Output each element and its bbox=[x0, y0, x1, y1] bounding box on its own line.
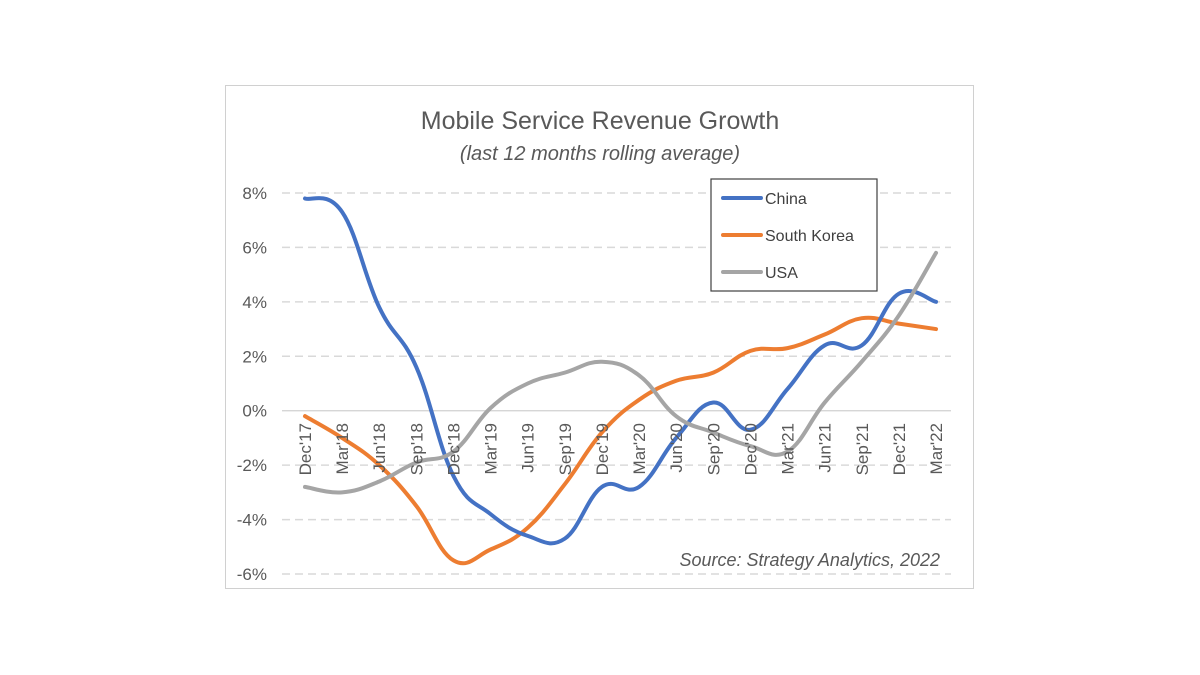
x-tick-label: Sep'18 bbox=[407, 423, 426, 475]
x-tick-label: Jun'19 bbox=[519, 423, 538, 473]
legend: China South Korea USA bbox=[710, 178, 878, 292]
series-line-china bbox=[303, 196, 938, 546]
x-tick-label: Jun'18 bbox=[370, 423, 389, 473]
y-tick-label: -2% bbox=[237, 456, 267, 475]
x-tick-label: Sep'21 bbox=[853, 423, 872, 475]
series-line-south-korea bbox=[303, 315, 938, 566]
y-tick-label: -4% bbox=[237, 511, 267, 530]
legend-label: South Korea bbox=[765, 228, 854, 245]
x-tick-label: Mar'21 bbox=[779, 423, 798, 474]
x-tick-label: Mar'19 bbox=[482, 423, 501, 474]
x-tick-label: Jun'20 bbox=[667, 423, 686, 473]
x-tick-label: Sep'19 bbox=[556, 423, 575, 475]
series-lines bbox=[303, 196, 938, 566]
x-tick-label: Dec'18 bbox=[444, 423, 463, 475]
y-tick-label: 8% bbox=[242, 184, 267, 203]
x-tick-label: Dec'19 bbox=[593, 423, 612, 475]
x-tick-label: Dec'17 bbox=[296, 423, 315, 475]
chart-title: Mobile Service Revenue Growth bbox=[421, 107, 780, 135]
chart-subtitle: (last 12 months rolling average) bbox=[460, 143, 740, 165]
x-tick-label: Mar'22 bbox=[927, 423, 946, 474]
x-tick-label: Mar'18 bbox=[333, 423, 352, 474]
source-note: Source: Strategy Analytics, 2022 bbox=[680, 550, 940, 570]
x-tick-label: Jun'21 bbox=[816, 423, 835, 473]
y-axis-tick-labels: 8% 6% 4% 2% 0% -2% -4% -6% bbox=[237, 184, 267, 584]
legend-label: China bbox=[765, 191, 807, 208]
y-tick-label: 4% bbox=[242, 293, 267, 312]
x-tick-label: Sep'20 bbox=[704, 423, 723, 475]
x-tick-label: Dec'20 bbox=[741, 423, 760, 475]
y-tick-label: -6% bbox=[237, 565, 267, 584]
y-tick-label: 0% bbox=[242, 402, 267, 421]
x-tick-label: Dec'21 bbox=[890, 423, 909, 475]
series-line-usa bbox=[303, 250, 938, 495]
gridlines bbox=[282, 192, 951, 575]
x-tick-label: Mar'20 bbox=[630, 423, 649, 474]
legend-label: USA bbox=[765, 265, 798, 282]
y-tick-label: 2% bbox=[242, 347, 267, 366]
chart-frame: Mobile Service Revenue Growth (last 12 m… bbox=[225, 85, 974, 589]
x-axis-tick-labels: Dec'17 Mar'18 Jun'18 Sep'18 Dec'18 Mar'19 Jun'… bbox=[296, 423, 946, 475]
y-tick-label: 6% bbox=[242, 238, 267, 257]
line-chart: Mobile Service Revenue Growth (last 12 m… bbox=[237, 107, 951, 584]
